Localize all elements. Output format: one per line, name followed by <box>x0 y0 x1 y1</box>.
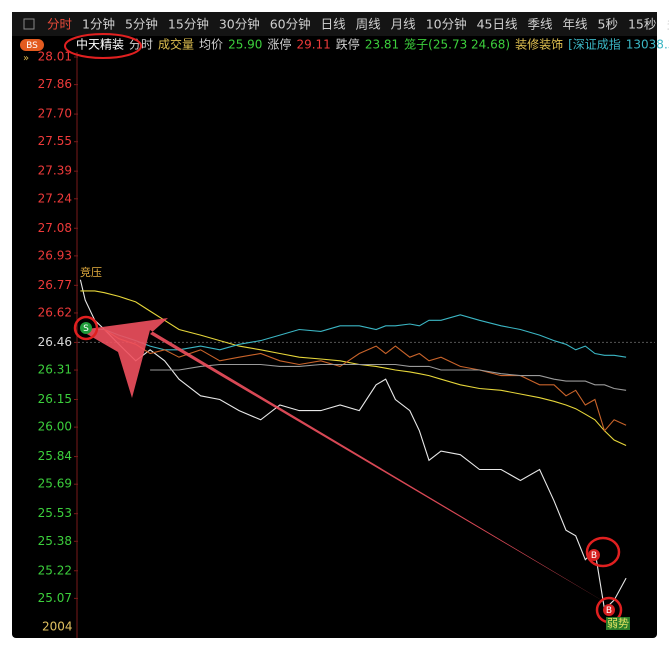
series-line <box>150 363 627 391</box>
arrow-annotation <box>80 318 608 604</box>
y-tick-label: 27.08 <box>38 221 72 235</box>
circle-annotation <box>73 315 99 341</box>
y-tick-label: 26.31 <box>38 363 72 377</box>
info-bar: 中天精装 分时 成交量 均价 25.90 涨停 29.11 跌停 23.81 笼子(25.73 2… <box>76 37 669 52</box>
info-avg-value: 25.90 <box>228 38 262 52</box>
series-line <box>79 279 627 611</box>
info-limit-up-label: 涨停 <box>267 37 291 52</box>
y-tick-label: 26.15 <box>38 392 72 406</box>
volume-label: 2004 <box>42 620 73 634</box>
info-index[interactable]: [深证成指 <box>568 37 621 52</box>
y-tick-label: 25.84 <box>38 449 72 463</box>
info-sector[interactable]: 装修装饰 <box>515 37 563 52</box>
info-index-value: 13038.33 - <box>626 38 669 52</box>
info-avg-label: 均价 <box>199 38 223 52</box>
buy-marker-bg <box>603 604 615 616</box>
sell-marker-bg <box>80 322 92 334</box>
toolbar-icon[interactable] <box>23 18 35 30</box>
collapse-icon[interactable]: » <box>23 53 29 64</box>
y-tick-label: 28.01 <box>38 50 72 64</box>
y-tick-label: 26.46 <box>38 335 72 349</box>
badge[interactable]: BS <box>26 41 38 51</box>
y-tick-label: 25.22 <box>38 563 72 577</box>
toolbar <box>12 12 657 36</box>
buy-marker: B <box>606 606 612 616</box>
tab[interactable]: 5秒 <box>598 17 618 32</box>
y-tick-label: 27.24 <box>38 191 72 205</box>
buy-marker-bg <box>588 549 600 561</box>
tab[interactable]: 多分时 <box>666 17 669 32</box>
y-tick-label: 26.00 <box>38 420 72 434</box>
info-indicator: 成交量 <box>158 37 194 52</box>
series-line <box>94 314 627 358</box>
top-label: 竞压 <box>80 265 102 279</box>
y-tick-label: 27.86 <box>38 77 72 91</box>
info-limit-down-label: 跌停 <box>336 37 360 52</box>
bottom-label-bg <box>606 617 630 630</box>
tab[interactable]: 5分钟 <box>125 17 158 32</box>
tab[interactable]: 15分钟 <box>168 17 209 32</box>
tab[interactable]: 1分钟 <box>82 17 115 32</box>
tab[interactable]: 日线 <box>321 17 347 32</box>
info-cage: 笼子(25.73 24.68) <box>404 37 510 52</box>
sell-marker: S <box>83 324 89 334</box>
buy-marker: B <box>591 551 597 561</box>
plot: 28.01 27.86 27.70 27.55 27.39 27.24 27.08 26.93… <box>38 50 655 638</box>
series-line <box>104 329 627 432</box>
circle-annotation <box>585 536 621 568</box>
y-tick-label: 26.62 <box>38 305 72 319</box>
tab-group: 分时 1分钟 5分钟 15分钟 30分钟 60分钟 日线 周线 月线 10分钟 45日线 季线 年线 5秒… <box>47 17 669 32</box>
series-line <box>80 290 627 446</box>
panel <box>12 12 657 638</box>
tab[interactable]: 30分钟 <box>219 17 260 32</box>
y-tick-label: 26.77 <box>38 278 72 292</box>
y-tick-label: 27.39 <box>38 164 72 178</box>
tab[interactable]: 周线 <box>356 17 382 32</box>
info-limit-down-value: 23.81 <box>365 38 399 52</box>
info-limit-up-value: 29.11 <box>296 38 330 52</box>
tab[interactable]: 年线 <box>563 17 589 32</box>
y-tick-label: 27.55 <box>38 134 72 148</box>
tab[interactable]: 10分钟 <box>426 17 467 32</box>
y-tick-label: 25.69 <box>38 477 72 491</box>
circle-annotation <box>64 33 142 59</box>
y-tick-label: 26.93 <box>38 248 72 262</box>
tab[interactable]: 月线 <box>391 17 417 32</box>
tab[interactable]: 分时 <box>47 17 73 32</box>
tab[interactable]: 15秒 <box>628 17 656 32</box>
y-tick-label: 25.38 <box>38 534 72 548</box>
badge-bg <box>20 39 44 51</box>
bottom-label: 弱势 <box>607 617 629 630</box>
tab[interactable]: 季线 <box>528 17 554 32</box>
y-tick-label: 25.07 <box>38 591 72 605</box>
tab[interactable]: 45日线 <box>477 17 518 32</box>
y-tick-label: 27.70 <box>38 107 72 121</box>
info-stock[interactable]: 中天精装 <box>76 37 124 52</box>
tab[interactable]: 60分钟 <box>270 17 311 32</box>
y-tick-label: 25.53 <box>38 506 72 520</box>
